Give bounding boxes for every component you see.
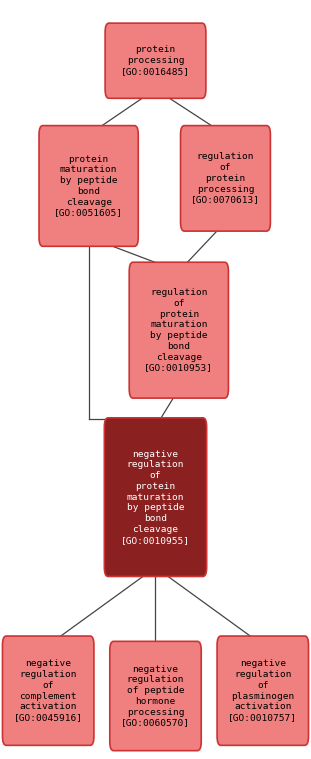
Text: regulation
of
protein
maturation
by peptide
bond
cleavage
[GO:0010953]: regulation of protein maturation by pept… — [144, 288, 213, 373]
FancyBboxPatch shape — [129, 263, 228, 398]
FancyBboxPatch shape — [39, 125, 138, 246]
FancyBboxPatch shape — [104, 417, 207, 577]
FancyBboxPatch shape — [105, 23, 206, 98]
Text: negative
regulation
of
plasminogen
activation
[GO:0010757]: negative regulation of plasminogen activ… — [228, 660, 297, 722]
FancyBboxPatch shape — [110, 641, 201, 751]
Text: negative
regulation
of peptide
hormone
processing
[GO:0060570]: negative regulation of peptide hormone p… — [121, 665, 190, 727]
FancyBboxPatch shape — [2, 636, 94, 745]
FancyBboxPatch shape — [217, 636, 309, 745]
FancyBboxPatch shape — [180, 125, 271, 231]
Text: regulation
of
protein
processing
[GO:0070613]: regulation of protein processing [GO:007… — [191, 153, 260, 204]
Text: protein
processing
[GO:0016485]: protein processing [GO:0016485] — [121, 46, 190, 76]
Text: negative
regulation
of
protein
maturation
by peptide
bond
cleavage
[GO:0010955]: negative regulation of protein maturatio… — [121, 449, 190, 545]
Text: negative
regulation
of
complement
activation
[GO:0045916]: negative regulation of complement activa… — [14, 660, 83, 722]
Text: protein
maturation
by peptide
bond
cleavage
[GO:0051605]: protein maturation by peptide bond cleav… — [54, 155, 123, 217]
